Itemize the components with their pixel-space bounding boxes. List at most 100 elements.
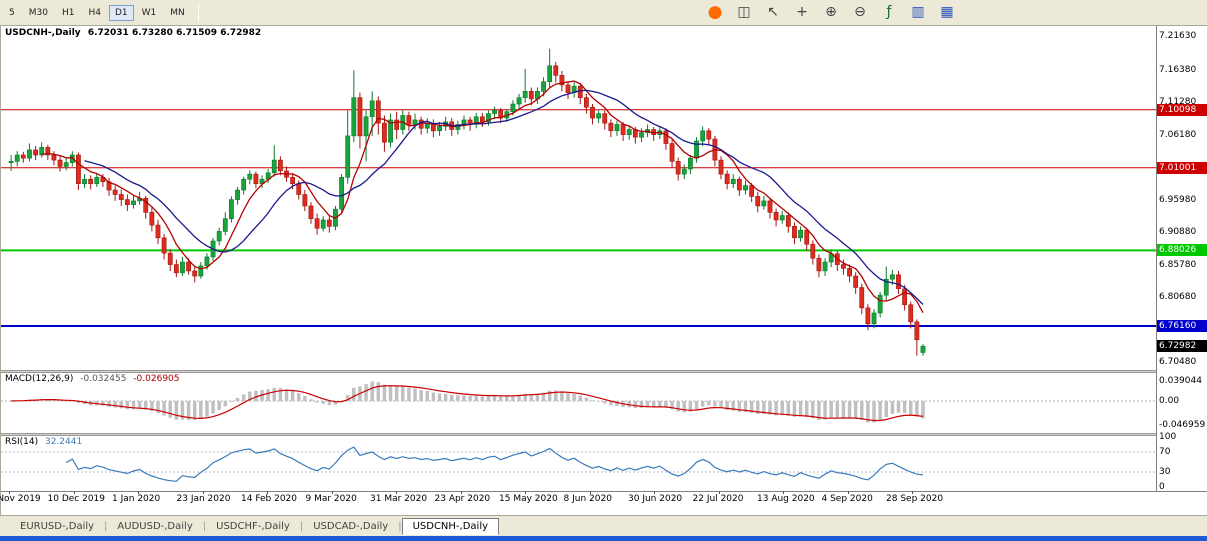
panel-splitter[interactable] xyxy=(1,370,1207,373)
candle xyxy=(155,224,161,239)
candle xyxy=(314,218,320,229)
chart-tab-usdchf[interactable]: USDCHF-,Daily xyxy=(216,520,290,532)
toolbar-separator xyxy=(197,3,199,22)
date-tick xyxy=(589,491,591,494)
chart-tab-usdcad[interactable]: USDCAD-,Daily xyxy=(313,520,389,532)
date-label: 10 Dec 2019 xyxy=(47,494,106,504)
slow-ma-line xyxy=(84,89,924,305)
candle xyxy=(351,97,357,137)
candle xyxy=(516,97,522,105)
candle xyxy=(308,205,314,220)
zoom-out-icon[interactable]: ⊖ xyxy=(854,4,866,20)
date-label: 8 Jun 2020 xyxy=(563,494,612,504)
candle xyxy=(675,161,681,175)
candle xyxy=(871,312,877,325)
candle xyxy=(718,159,724,175)
chart-tab-audusd[interactable]: AUDUSD-,Daily xyxy=(117,520,193,532)
chart-tab-usdcnh[interactable]: USDCNH-,Daily xyxy=(401,517,500,535)
candle xyxy=(492,110,497,114)
chart-tab-eurusd[interactable]: EURUSD-,Daily xyxy=(20,520,95,532)
candle xyxy=(700,130,706,142)
candle xyxy=(883,278,889,296)
candle xyxy=(382,122,387,143)
price-tick-label: 6.70480 xyxy=(1159,357,1197,368)
tile-windows-icon[interactable]: ▦ xyxy=(940,4,954,20)
price-tick-label: 6.85780 xyxy=(1159,259,1197,270)
candle xyxy=(681,168,687,175)
date-tick xyxy=(396,491,397,494)
candle xyxy=(565,84,571,93)
tab-separator: | xyxy=(202,520,207,532)
timeframe-button-d1[interactable]: D1 xyxy=(108,4,134,21)
app-logo-icon[interactable]: ● xyxy=(707,2,723,22)
timeframe-button-m30[interactable]: M30 xyxy=(23,5,54,21)
candle xyxy=(357,97,363,137)
candle xyxy=(528,90,534,100)
candle xyxy=(479,116,485,123)
candle xyxy=(798,229,803,239)
crosshair-icon[interactable]: + xyxy=(796,4,808,20)
date-label: 14 Feb 2020 xyxy=(241,494,298,504)
candle xyxy=(724,173,730,184)
timeframe-button-mn[interactable]: MN xyxy=(164,5,191,21)
candle xyxy=(320,219,326,229)
date-tick xyxy=(460,491,462,494)
chart-tab-bar: EURUSD-,Daily | AUDUSD-,Daily | USDCHF-,Dail… xyxy=(0,515,1207,536)
candle xyxy=(406,115,412,125)
date-label: 23 Apr 2020 xyxy=(434,494,491,504)
candle xyxy=(865,307,871,325)
candle xyxy=(822,261,828,272)
candle xyxy=(45,147,51,156)
price-tick-label: 7.06180 xyxy=(1159,129,1197,140)
candle xyxy=(755,196,761,207)
tab-separator: | xyxy=(398,520,402,532)
candle xyxy=(743,185,748,191)
candle xyxy=(889,274,895,280)
candle xyxy=(626,129,632,135)
candle xyxy=(730,178,736,184)
panel-splitter[interactable] xyxy=(1,433,1207,436)
timeframe-button-w1[interactable]: W1 xyxy=(136,5,163,21)
candle xyxy=(149,212,155,226)
candle xyxy=(804,229,810,245)
candle xyxy=(663,130,669,144)
candle xyxy=(173,264,179,274)
candle xyxy=(590,106,595,119)
rsi-axis-label: 70 xyxy=(1159,447,1171,457)
rsi-indicator-panel[interactable] xyxy=(1,436,1156,491)
candle xyxy=(841,264,846,269)
date-label: 9 Mar 2020 xyxy=(305,494,357,504)
zoom-in-icon[interactable]: ⊕ xyxy=(825,4,837,20)
candle xyxy=(639,132,644,138)
bar-chart-icon[interactable]: ▥ xyxy=(911,4,925,20)
candle xyxy=(8,161,14,163)
candle xyxy=(785,215,791,227)
rsi-line xyxy=(65,446,924,482)
price-axis[interactable] xyxy=(1156,26,1207,491)
candle xyxy=(326,219,332,227)
candle xyxy=(69,154,75,163)
candle xyxy=(302,194,308,207)
candle xyxy=(345,135,351,178)
timeframe-button-h4[interactable]: H4 xyxy=(82,5,107,21)
macd-main-value: -0.032455 xyxy=(80,374,127,384)
candle xyxy=(88,178,94,184)
candle xyxy=(167,252,173,265)
level-price-label: 6.88026 xyxy=(1157,244,1207,257)
new-chart-icon[interactable]: ◫ xyxy=(737,4,751,20)
timeframe-button-h1[interactable]: H1 xyxy=(56,5,81,21)
date-label: 23 Jan 2020 xyxy=(176,494,231,504)
cursor-icon[interactable]: ↖ xyxy=(767,4,779,20)
candle xyxy=(877,294,883,314)
date-label: 22 Jul 2020 xyxy=(692,494,744,504)
date-axis[interactable] xyxy=(1,491,1207,515)
timeframe-button-5[interactable]: 5 xyxy=(3,5,21,21)
indicators-icon[interactable]: ƒ xyxy=(886,4,892,20)
rsi-axis-label: 0 xyxy=(1159,482,1165,492)
candle xyxy=(180,261,185,274)
candlestick-chart[interactable] xyxy=(1,26,1156,370)
macd-indicator-panel[interactable] xyxy=(1,373,1156,433)
candle xyxy=(94,176,100,184)
candle xyxy=(577,85,583,98)
candle xyxy=(247,173,253,180)
